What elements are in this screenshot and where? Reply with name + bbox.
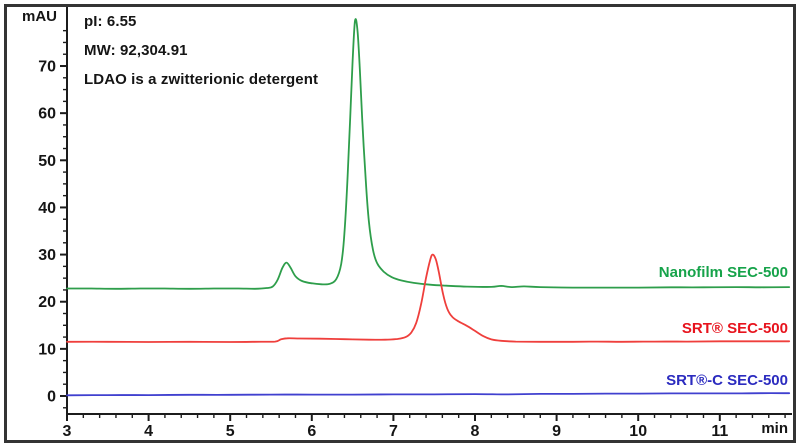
legend-label-srt-c-sec-500: SRT®-C SEC-500: [666, 372, 788, 389]
annotation-pi: pI: 6.55: [84, 13, 137, 30]
x-tick-label: 6: [307, 423, 316, 440]
annotation-mw: MW: 92,304.91: [84, 42, 188, 59]
y-axis-unit-label: mAU: [22, 8, 58, 25]
x-tick-label: 8: [471, 423, 480, 440]
y-tick-label: 40: [38, 200, 56, 217]
x-tick-label: 10: [629, 423, 647, 440]
y-tick-label: 10: [38, 341, 56, 358]
x-tick-label: 3: [63, 423, 72, 440]
x-tick-label: 9: [552, 423, 561, 440]
y-tick-label: 60: [38, 106, 56, 123]
trace-nanofilm-sec-500: [66, 18, 791, 290]
legend-label-nanofilm-sec-500: Nanofilm SEC-500: [658, 264, 788, 281]
annotation-note: LDAO is a zwitterionic detergent: [84, 71, 319, 88]
legend-label-srt-sec-500: SRT® SEC-500: [681, 320, 788, 337]
y-tick-label: 0: [47, 389, 56, 406]
x-tick-label: 7: [389, 423, 398, 440]
y-tick-label: 30: [38, 247, 56, 264]
x-axis-unit-label: min: [761, 420, 788, 437]
y-tick-label: 50: [38, 153, 56, 170]
x-tick-label: 11: [711, 423, 728, 440]
y-tick-label: 20: [38, 294, 56, 311]
trace-srt-c-sec-500: [66, 392, 791, 397]
trace-srt-sec-500: [66, 253, 791, 343]
y-tick-label: 70: [38, 59, 56, 76]
x-tick-label: 5: [226, 423, 235, 440]
x-tick-label: 4: [144, 423, 153, 440]
